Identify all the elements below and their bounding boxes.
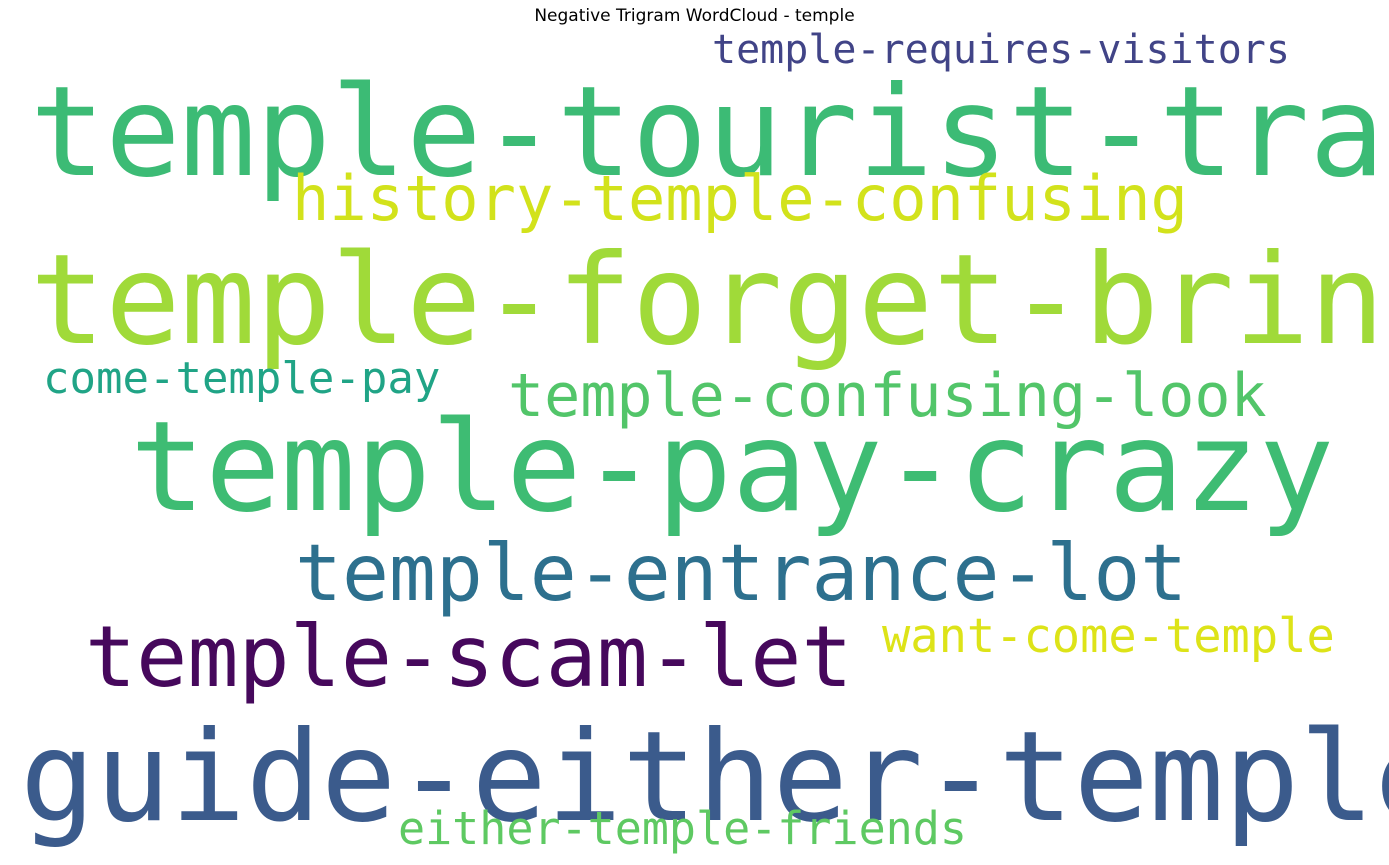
word-guide-either-temple: guide-either-temple <box>20 705 1389 850</box>
word-history-temple-confusing: history-temple-confusing <box>292 162 1188 235</box>
word-temple-scam-let: temple-scam-let <box>85 608 853 707</box>
word-temple-pay-crazy: temple-pay-crazy <box>130 395 1335 540</box>
word-come-temple-pay: come-temple-pay <box>43 353 441 404</box>
word-temple-entrance-lot: temple-entrance-lot <box>295 529 1188 619</box>
chart-title: Negative Trigram WordCloud - temple <box>534 6 855 26</box>
word-temple-tourist-trap: temple-tourist-trap <box>30 60 1389 205</box>
word-either-temple-friends: either-temple-friends <box>398 802 967 855</box>
word-temple-confusing-look: temple-confusing-look <box>508 361 1267 431</box>
word-want-come-temple: want-come-temple <box>882 609 1335 664</box>
word-temple-forget-bring: temple-forget-bring <box>30 228 1389 373</box>
word-temple-requires-visitors: temple-requires-visitors <box>712 27 1290 73</box>
